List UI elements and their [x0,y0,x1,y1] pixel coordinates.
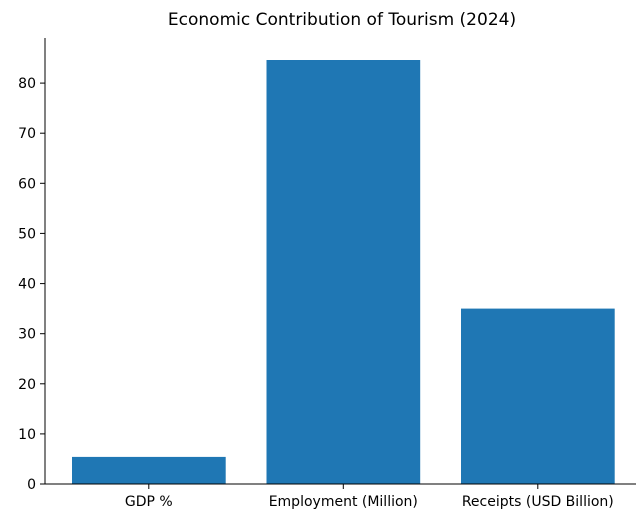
y-tick-label: 0 [27,477,36,493]
y-axis-ticks: 0 10 20 30 40 50 60 70 80 [18,76,45,493]
y-tick-label: 10 [18,427,36,443]
y-tick-label: 30 [18,327,36,343]
bar-employment-million [266,60,421,484]
bar-gdp [72,456,226,484]
y-tick-label: 20 [18,377,36,393]
y-tick-label: 50 [18,226,36,242]
y-tick-label: 60 [18,176,36,192]
bars-group [72,60,615,484]
bar-receipts-usd-billion [461,308,615,484]
x-tick-label: GDP % [125,494,173,510]
x-axis-ticks: GDP % Employment (Million) Receipts (USD B… [125,484,614,510]
y-tick-label: 80 [18,76,36,92]
x-tick-label: Employment (Million) [269,494,418,510]
chart-title: Economic Contribution of Tourism (2024) [168,10,516,30]
x-tick-label: Receipts (USD Billion) [462,494,614,510]
y-tick-label: 70 [18,126,36,142]
y-tick-label: 40 [18,277,36,293]
